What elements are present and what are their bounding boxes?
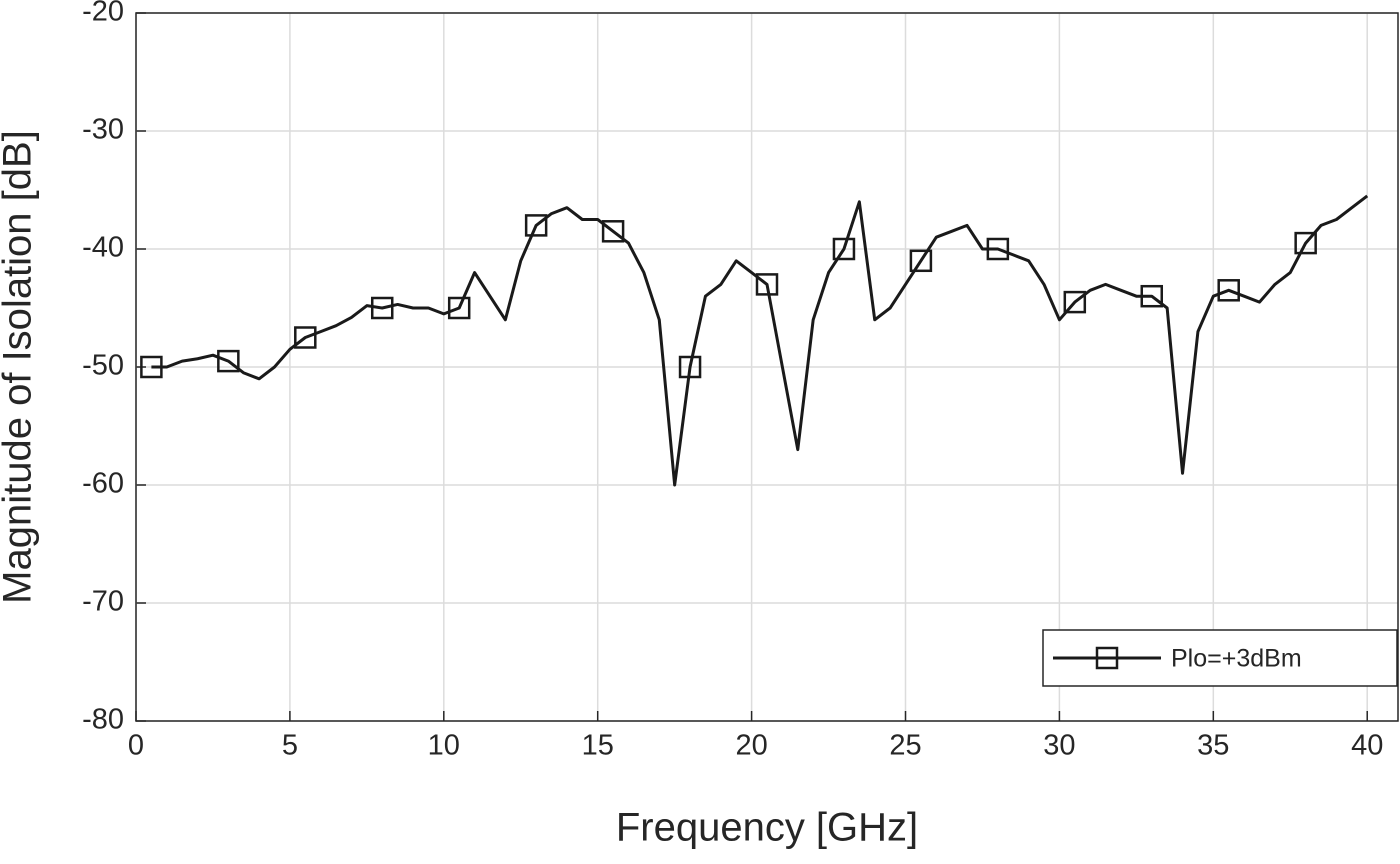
x-tick-label: 0 [128,730,144,762]
marker [1294,231,1317,255]
x-tick-label: 35 [1197,730,1229,762]
marker [217,349,240,373]
marker [1140,284,1164,308]
x-tick-label: 30 [1043,730,1075,762]
legend-label: Plo=+3dBm [1171,645,1302,673]
marker [755,273,779,296]
x-tick-label: 5 [282,730,298,762]
x-tick-label: 25 [889,730,921,762]
marker [986,237,1010,261]
marker [678,355,702,379]
x-axis-label: Frequency [GHz] [616,806,918,850]
x-tick-label: 20 [735,730,767,762]
x-tick-label: 10 [428,730,460,762]
marker [524,214,548,237]
marker [1063,290,1087,314]
plot-frame [135,12,1399,722]
marker [370,296,394,320]
y-tick-label: -60 [82,468,124,500]
legend-marker [1095,646,1119,670]
y-tick-label: -70 [82,586,124,618]
marker [1217,279,1240,302]
data-line [151,194,1369,487]
x-tick-label: 15 [582,730,614,762]
y-tick-label: -80 [82,704,124,736]
y-tick-label: -50 [82,350,124,382]
y-tick-label: -40 [82,232,124,264]
marker [140,355,163,379]
y-tick-label: -20 [82,0,124,28]
marker [832,237,856,261]
marker [447,296,471,320]
y-axis-label: Magnitude of Isolation [dB] [0,130,40,604]
marker [601,220,625,243]
x-tick-label: 40 [1351,730,1383,762]
marker [909,249,933,273]
marker [294,326,317,349]
y-tick-label: -30 [82,114,124,146]
